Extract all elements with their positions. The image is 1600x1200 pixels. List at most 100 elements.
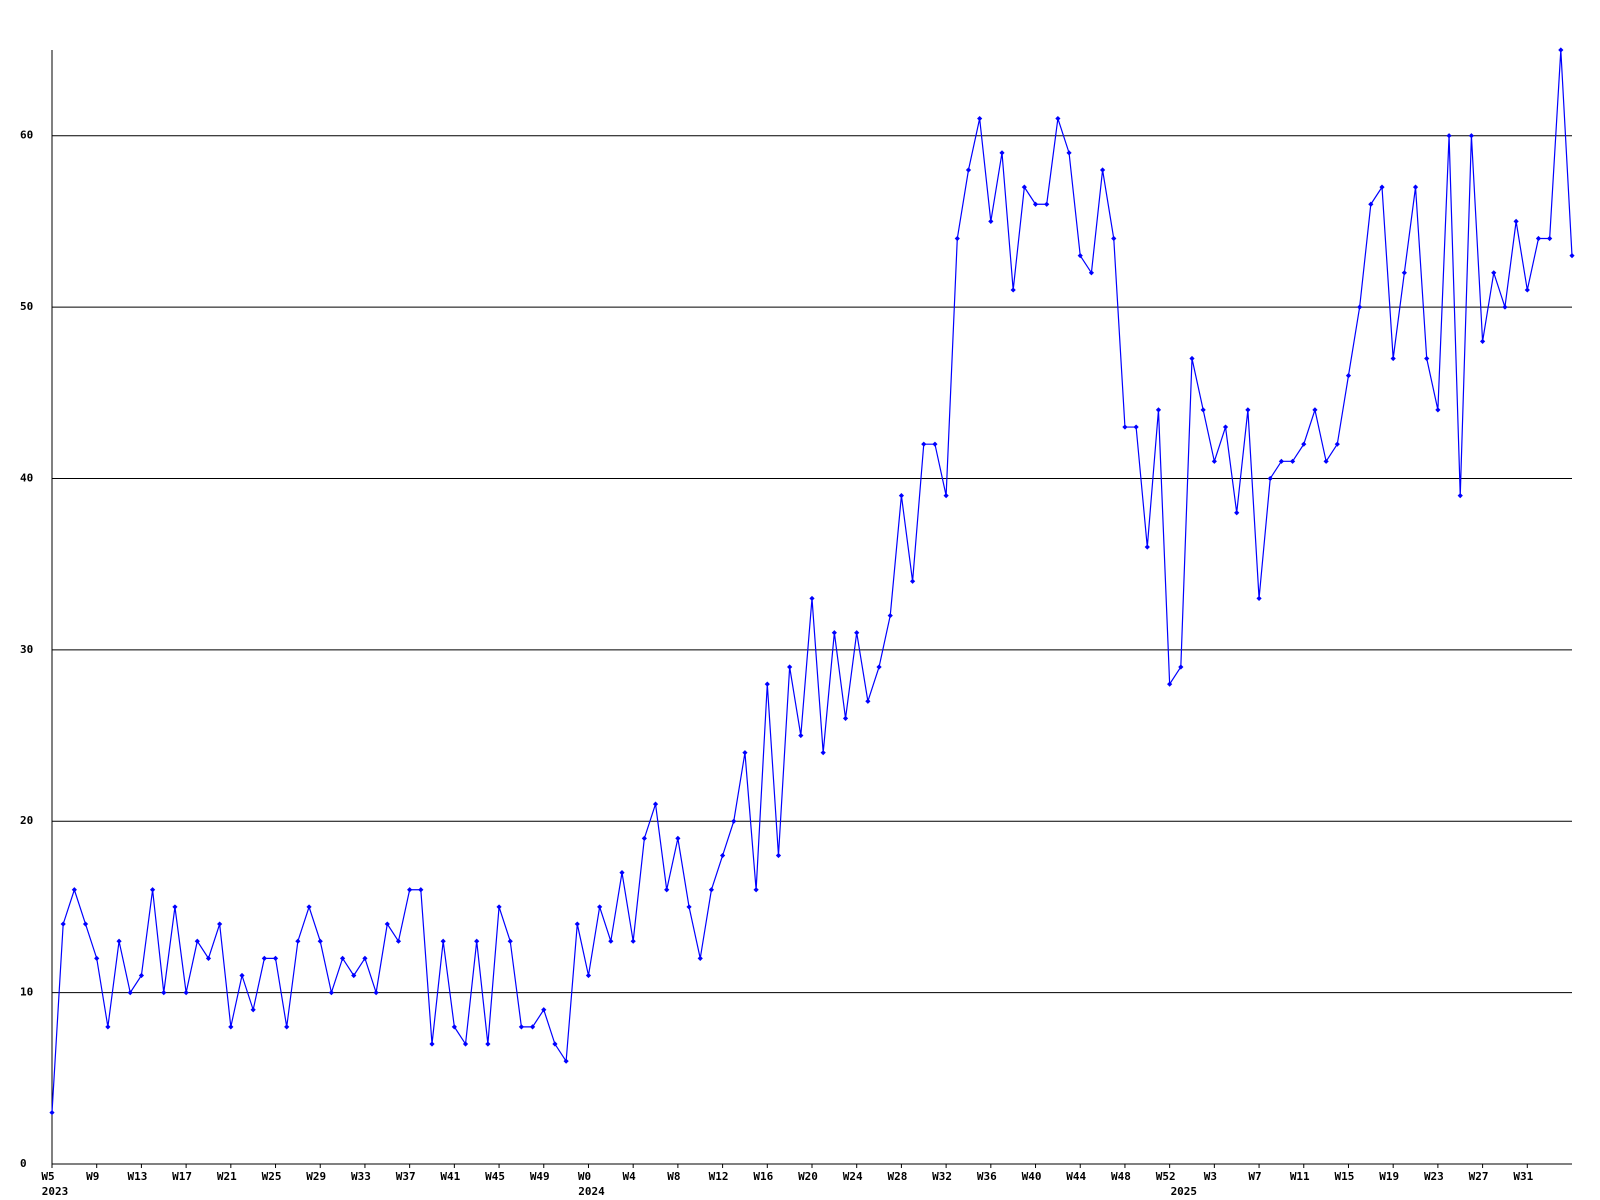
data-point [82,921,89,927]
x-tick-label: W27 [1469,1170,1489,1183]
data-point [686,904,692,910]
data-point [585,972,592,979]
data-point [451,1024,457,1030]
data-point [507,938,513,944]
x-year-label: 2025 [1171,1185,1198,1198]
data-point [261,955,267,961]
data-point [887,612,893,619]
data-point [1167,681,1173,687]
data-point [1379,184,1385,190]
data-point [675,835,681,841]
data-point [1558,47,1564,53]
data-point [1513,218,1519,224]
data-point [1245,407,1251,413]
data-point [1021,184,1027,190]
data-point [1144,544,1150,550]
data-point [943,493,949,499]
data-point [1502,304,1508,310]
x-tick-label: W20 [798,1170,818,1183]
x-tick-label: W24 [843,1170,863,1183]
y-tick-label: 20 [20,814,33,827]
data-point [831,630,837,636]
data-point [295,938,301,944]
x-tick-label: W15 [1335,1170,1355,1183]
x-year-label: 2023 [42,1185,69,1198]
data-point [1010,287,1016,293]
x-tick-label: W3 [1204,1170,1217,1183]
data-point [105,1024,111,1030]
data-point [854,630,860,636]
data-point [407,887,413,893]
x-tick-label: W32 [932,1170,952,1183]
data-point [1401,270,1407,276]
data-point [194,938,200,944]
data-point [708,887,715,893]
data-point [932,441,938,447]
data-line [51,49,1573,1113]
data-point [351,972,357,979]
data-point [138,972,145,979]
data-point [842,715,849,721]
data-point [462,1041,469,1047]
data-point [317,938,323,944]
data-point [272,955,279,961]
data-point [764,681,770,687]
data-point [965,167,972,173]
x-tick-label: W11 [1290,1170,1310,1183]
y-tick-label: 0 [20,1157,27,1170]
data-point [474,938,480,944]
data-point [1312,407,1318,413]
data-point [630,938,636,944]
data-point [228,1024,234,1030]
data-point [1256,595,1262,602]
data-point [1524,287,1530,293]
x-tick-label: W40 [1022,1170,1042,1183]
data-point [172,904,178,910]
data-point [373,990,379,996]
y-tick-label: 30 [20,643,33,656]
data-point [787,664,793,670]
data-point [328,990,335,996]
data-point [1234,510,1240,516]
x-tick-label: W19 [1379,1170,1399,1183]
x-tick-label: W48 [1111,1170,1131,1183]
data-point [1200,407,1206,413]
data-point [60,921,66,927]
data-point [999,150,1005,156]
data-point [775,852,782,859]
x-tick-label: W37 [396,1170,416,1183]
data-point [1189,355,1195,362]
data-point [1468,133,1475,139]
data-point [954,235,960,242]
data-point [1222,424,1229,430]
data-point [1412,184,1419,190]
x-tick-label: W25 [262,1170,282,1183]
data-point [1323,458,1329,464]
data-point [742,750,748,756]
x-tick-label: W33 [351,1170,371,1183]
data-point [563,1058,569,1064]
data-point [921,441,927,447]
data-point [306,904,312,910]
data-point [977,115,983,122]
data-point [574,921,580,927]
x-tick-label: W29 [306,1170,326,1183]
x-tick-label: W9 [86,1170,99,1183]
data-point [94,955,100,961]
data-point [1099,167,1106,173]
data-point [485,1041,491,1047]
data-point [362,955,368,961]
data-point [217,921,223,927]
data-point [1435,407,1441,413]
x-tick-label: W5 [41,1170,54,1183]
data-point [384,921,390,927]
data-point [1301,441,1307,447]
x-tick-label: W0 [578,1170,591,1183]
x-tick-label: W4 [623,1170,637,1183]
y-tick-label: 10 [20,986,33,999]
data-point [205,955,212,961]
data-point [1122,424,1128,430]
data-point [597,904,603,910]
data-point [1077,253,1083,259]
